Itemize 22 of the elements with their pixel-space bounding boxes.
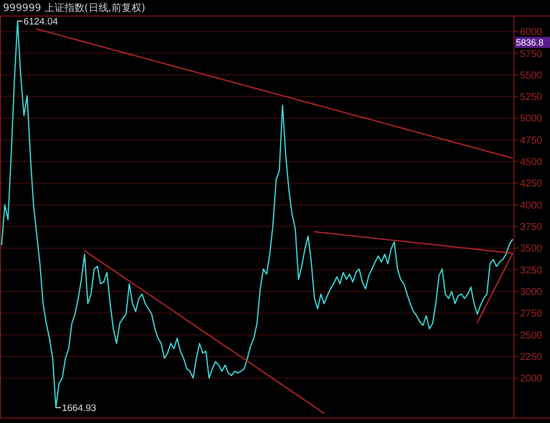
y-tick-label: 3250 (520, 265, 543, 276)
y-tick-label: 5500 (520, 70, 543, 82)
y-tick-label: 5750 (520, 48, 543, 60)
y-tick-label: 3750 (520, 222, 543, 234)
y-tick-label: 4250 (520, 178, 543, 190)
y-tick-label: 2250 (520, 352, 543, 363)
annotation: 1664.93 (62, 403, 96, 414)
y-tick-label: 4000 (520, 200, 543, 212)
y-tick-label: 5000 (520, 114, 543, 125)
text: 5836.8 (516, 38, 544, 48)
line-series (36, 28, 513, 159)
y-tick-label: 5250 (520, 92, 543, 104)
y-tick-label: 2000 (520, 374, 543, 385)
y-tick-label: 2750 (520, 308, 543, 320)
y-tick-label: 3500 (520, 244, 543, 255)
y-tick-label: 3000 (520, 287, 543, 298)
y-tick-label: 4500 (520, 157, 543, 168)
y-tick-label: 2500 (520, 330, 543, 342)
y-tick-label: 4750 (520, 135, 543, 146)
annotation: 6124.04 (24, 16, 58, 28)
chart-title: 999999 上证指数(日线,前复权) (3, 2, 146, 14)
y-tick-label: 6000 (520, 27, 543, 38)
